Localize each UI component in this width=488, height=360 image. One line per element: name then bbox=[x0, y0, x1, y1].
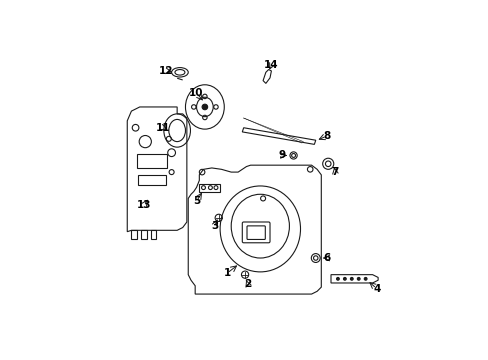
Circle shape bbox=[357, 278, 359, 280]
Text: 2: 2 bbox=[244, 279, 251, 289]
Bar bbox=[137, 154, 167, 168]
Text: 9: 9 bbox=[278, 150, 285, 161]
Text: 1: 1 bbox=[223, 268, 230, 278]
Text: 3: 3 bbox=[210, 221, 218, 231]
Text: 5: 5 bbox=[193, 196, 200, 206]
Text: 13: 13 bbox=[136, 201, 151, 210]
Bar bbox=[138, 175, 166, 185]
Circle shape bbox=[336, 278, 339, 280]
Text: 10: 10 bbox=[189, 88, 203, 98]
Circle shape bbox=[343, 278, 346, 280]
Circle shape bbox=[202, 104, 207, 110]
Text: 4: 4 bbox=[372, 284, 380, 293]
Text: 7: 7 bbox=[331, 167, 338, 177]
Circle shape bbox=[364, 278, 366, 280]
Text: 6: 6 bbox=[323, 253, 330, 263]
Text: 8: 8 bbox=[323, 131, 330, 141]
Text: 14: 14 bbox=[264, 60, 278, 70]
Text: 12: 12 bbox=[159, 66, 173, 76]
Circle shape bbox=[350, 278, 352, 280]
Text: 11: 11 bbox=[156, 123, 170, 133]
Bar bbox=[199, 184, 220, 192]
